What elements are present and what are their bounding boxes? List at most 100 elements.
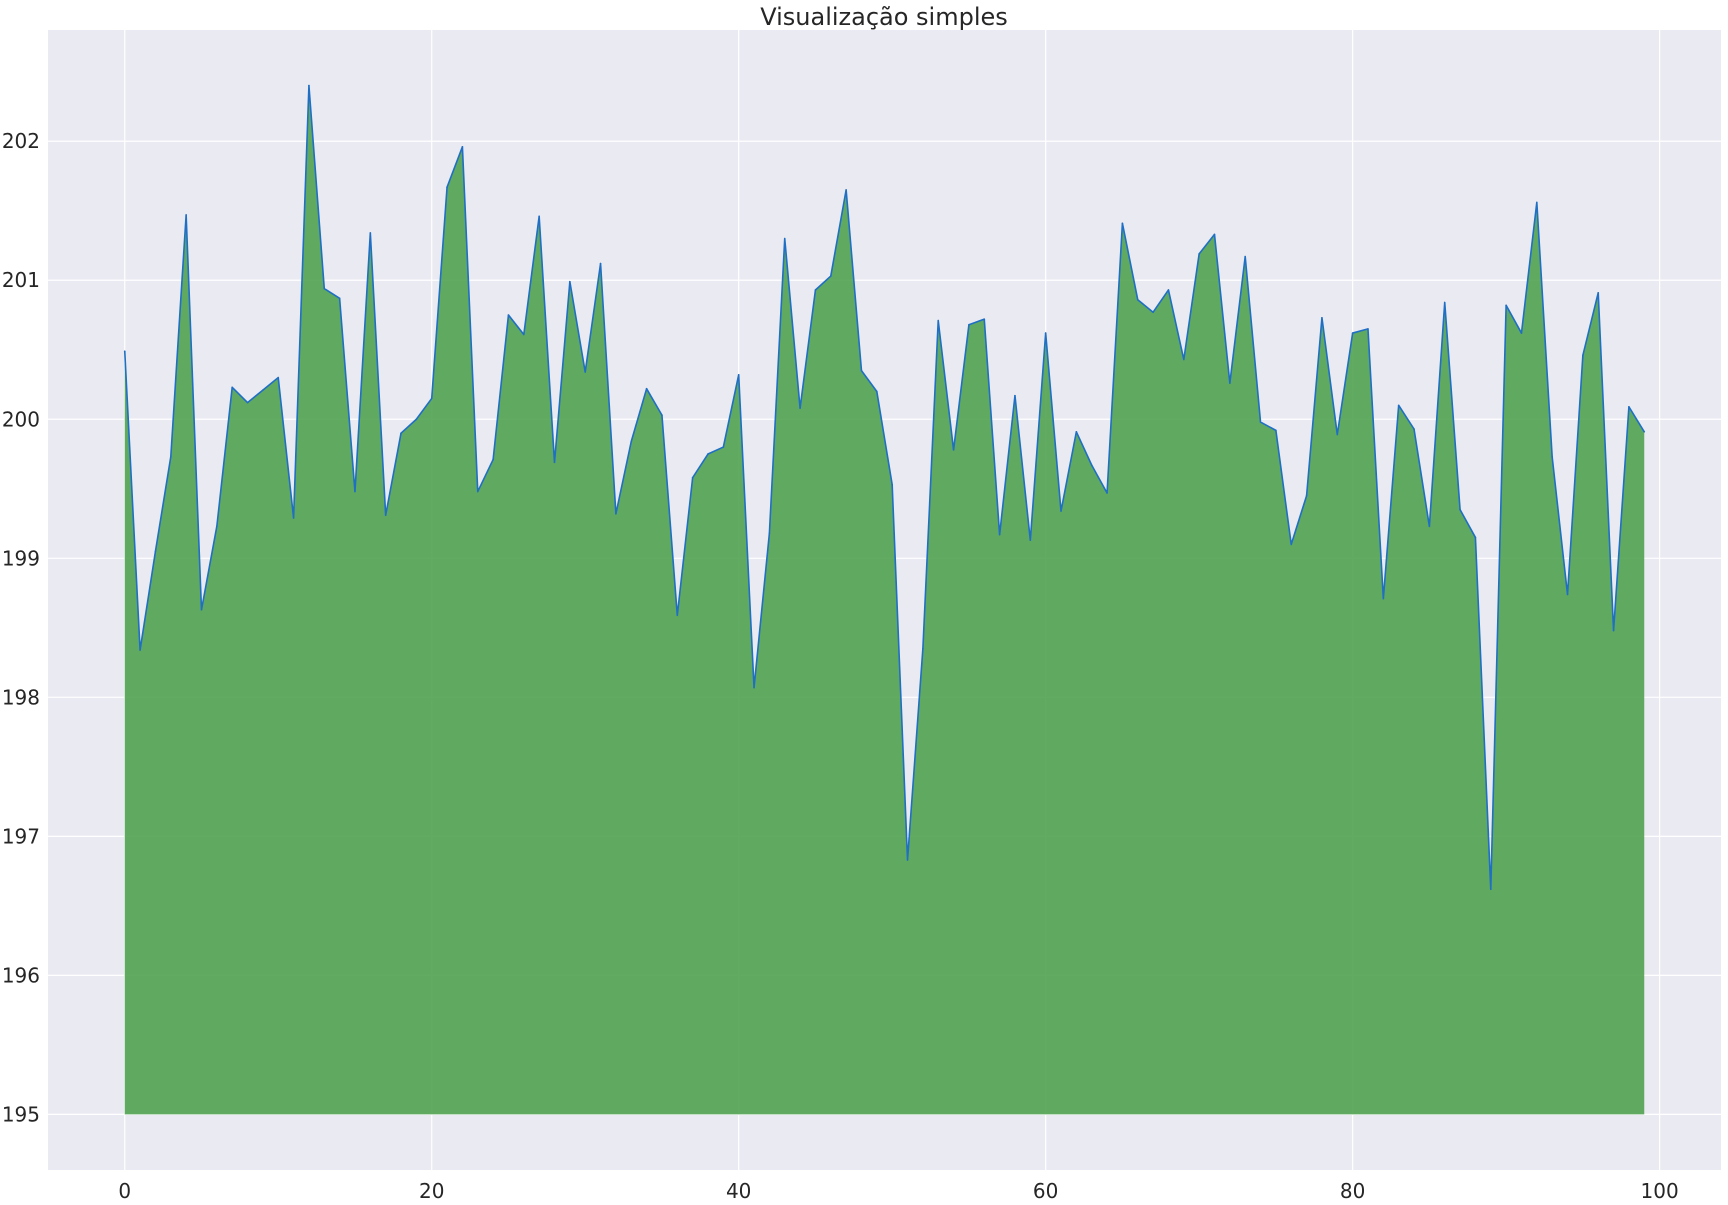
data-point	[354, 490, 356, 493]
data-point	[185, 214, 187, 216]
data-point	[783, 237, 786, 240]
data-point	[1397, 404, 1400, 407]
x-tick-label: 80	[1340, 1179, 1365, 1203]
data-point	[1213, 233, 1216, 236]
data-point	[645, 387, 648, 390]
data-point	[369, 232, 372, 234]
data-point	[983, 318, 986, 320]
data-point	[630, 440, 633, 443]
data-point	[231, 386, 233, 389]
x-tick-label: 40	[726, 1179, 751, 1203]
data-point	[1244, 255, 1246, 258]
data-point	[1505, 304, 1507, 307]
data-point	[1290, 543, 1293, 546]
data-point	[446, 186, 448, 188]
y-tick-label: 199	[2, 546, 40, 570]
data-point	[1106, 492, 1108, 494]
data-point	[415, 418, 418, 421]
data-point	[829, 275, 832, 277]
data-point	[1336, 433, 1339, 436]
data-point	[1198, 253, 1200, 255]
data-point	[1443, 301, 1446, 304]
data-point	[737, 373, 740, 376]
data-point	[476, 490, 479, 493]
data-point	[845, 189, 847, 191]
data-point	[1551, 456, 1553, 458]
data-point	[615, 513, 617, 515]
data-point	[1152, 311, 1154, 314]
data-point	[384, 514, 387, 516]
data-point	[1259, 421, 1262, 423]
data-point	[200, 608, 203, 611]
data-point	[722, 446, 725, 448]
data-point	[1413, 428, 1415, 430]
x-tick-label: 60	[1033, 1179, 1058, 1203]
data-point	[538, 215, 540, 218]
data-point	[1305, 494, 1308, 497]
chart-title: Visualização simples	[760, 3, 1008, 31]
data-point	[216, 525, 218, 528]
data-point	[799, 407, 801, 409]
data-point	[553, 461, 556, 464]
x-tick-label: 0	[118, 1179, 131, 1203]
data-point	[1459, 508, 1461, 511]
tick-labels: 0 20 40 60 80 100 195 196 197 198 199 200 201 202	[2, 129, 1679, 1203]
data-point	[323, 287, 326, 290]
data-point	[308, 84, 310, 87]
data-point	[584, 371, 587, 373]
y-tick-label: 202	[2, 129, 40, 153]
data-point	[1489, 888, 1492, 890]
data-point	[123, 350, 126, 352]
area-series	[123, 84, 1646, 1115]
data-point	[707, 453, 709, 455]
data-point	[1474, 536, 1477, 539]
y-tick-label: 196	[2, 963, 40, 987]
data-point	[922, 647, 924, 650]
data-point	[599, 262, 602, 265]
data-point	[1597, 291, 1600, 294]
data-point	[891, 483, 893, 486]
y-tick-label: 198	[2, 685, 40, 709]
data-point	[1121, 222, 1124, 225]
data-point	[1167, 289, 1170, 291]
data-point	[1275, 429, 1277, 432]
data-point	[998, 533, 1001, 536]
series-line	[123, 84, 1645, 890]
y-tick-label: 197	[2, 824, 40, 848]
data-point	[492, 458, 494, 461]
data-point	[968, 323, 970, 326]
data-point	[1643, 430, 1646, 433]
data-point	[1520, 332, 1523, 334]
area-fill	[124, 85, 1645, 1115]
data-point	[507, 314, 510, 316]
data-point	[1382, 597, 1385, 600]
data-point	[139, 649, 141, 651]
data-point	[1367, 328, 1369, 330]
x-tick-label: 100	[1641, 1179, 1679, 1203]
data-point	[768, 532, 771, 535]
data-point	[1612, 629, 1615, 632]
data-point	[1090, 464, 1093, 466]
data-point	[814, 289, 817, 291]
data-point	[860, 369, 863, 372]
data-point	[1029, 539, 1032, 542]
data-point	[246, 401, 249, 404]
data-point	[338, 297, 341, 300]
data-point	[1075, 430, 1078, 433]
data-point	[1582, 354, 1584, 357]
data-point	[1628, 405, 1630, 408]
data-point	[1351, 332, 1354, 334]
data-point	[569, 280, 571, 283]
data-point	[661, 414, 663, 416]
data-point	[277, 376, 280, 379]
data-point	[1044, 332, 1047, 334]
data-point	[1014, 394, 1016, 397]
data-point	[876, 390, 878, 393]
data-point	[1182, 358, 1185, 361]
data-point	[906, 859, 909, 861]
data-point	[169, 456, 172, 458]
data-point	[430, 397, 433, 400]
data-point	[676, 614, 679, 617]
data-point	[1536, 201, 1538, 204]
